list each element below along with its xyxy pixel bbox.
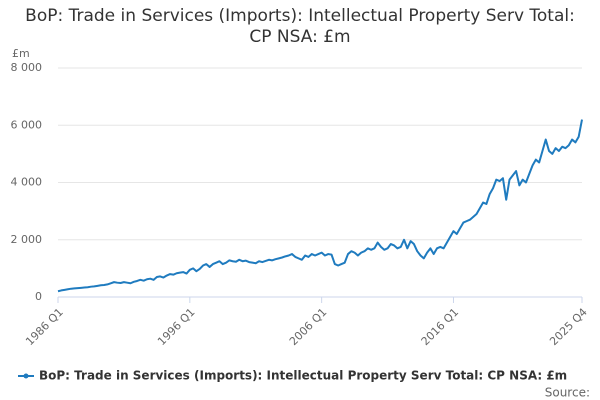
series-line bbox=[57, 119, 583, 293]
y-tick-label: 6 000 bbox=[11, 118, 43, 131]
y-tick-label: 4 000 bbox=[11, 176, 43, 189]
y-tick-label: 8 000 bbox=[11, 61, 43, 74]
x-tick-label: 1986 Q1 bbox=[23, 306, 66, 349]
source: Source: bbox=[545, 386, 590, 400]
x-tick-label: 2006 Q1 bbox=[287, 306, 330, 349]
x-tick-label: 2016 Q1 bbox=[419, 306, 462, 349]
y-tick-label: 2 000 bbox=[11, 233, 43, 246]
x-tick-label: 2025 Q4 bbox=[547, 306, 590, 349]
legend-symbol-dot bbox=[23, 373, 29, 379]
legend-label: BoP: Trade in Services (Imports): Intell… bbox=[39, 369, 567, 383]
x-tick-label: 1996 Q1 bbox=[155, 306, 198, 349]
chart-title: BoP: Trade in Services (Imports): Intell… bbox=[25, 6, 575, 47]
y-axis-label: £m bbox=[12, 47, 30, 60]
y-tick-label: 0 bbox=[35, 290, 42, 303]
